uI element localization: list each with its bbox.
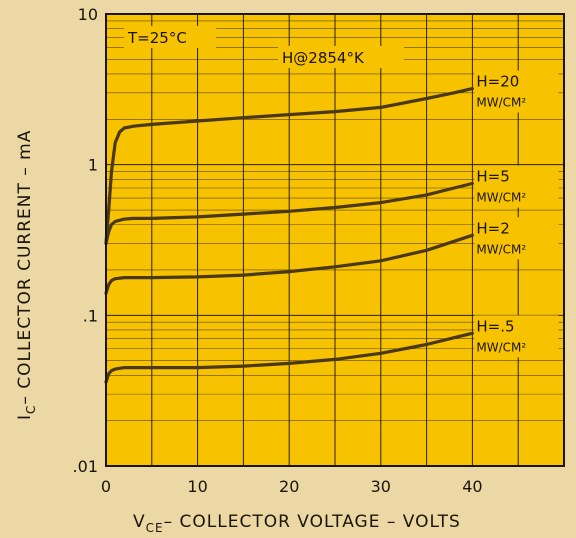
y-axis-title-rest: – COLLECTOR CURRENT – mA [15, 130, 35, 405]
label-backdrop [474, 70, 559, 113]
plot-frame [105, 13, 565, 467]
y-tick-label: 1 [88, 156, 98, 175]
x-axis-title: VCE– COLLECTOR VOLTAGE – VOLTS [133, 512, 461, 535]
series-label-0: H=20 [476, 73, 519, 91]
x-tick-label: 10 [187, 477, 207, 496]
y-axis-title-main: I [15, 414, 35, 420]
label-backdrop [278, 46, 404, 68]
series-label-3: H=.5 [476, 317, 514, 335]
series-unit-2: MW/CM² [476, 242, 526, 256]
annotations: T=25°C H@2854°K [124, 26, 404, 68]
series-line-0 [104, 86, 474, 245]
y-axis-title: IC– COLLECTOR CURRENT – mA [15, 130, 38, 420]
series-line-2 [104, 233, 474, 295]
series-unit-0: MW/CM² [476, 96, 526, 110]
source-annotation: H@2854°K [282, 49, 365, 67]
curves [104, 86, 474, 384]
series-unit-1: MW/CM² [476, 190, 526, 204]
y-tick-label: .01 [73, 457, 98, 476]
label-backdrop [124, 26, 216, 48]
x-tick-label: 20 [279, 477, 299, 496]
temperature-annotation: T=25°C [127, 29, 187, 47]
x-tick-label: 0 [101, 477, 111, 496]
x-axis-title-main: V [133, 512, 146, 532]
label-backdrop [474, 165, 559, 208]
x-tick-label: 30 [371, 477, 391, 496]
x-tick-label: 40 [462, 477, 482, 496]
y-tick-label: 10 [78, 5, 98, 24]
y-axis-title-sub: C [24, 405, 38, 414]
x-axis-title-sub: CE [146, 521, 164, 535]
series-labels: H=20 MW/CM² H=5 MW/CM² H=2 MW/CM² H=.5 MW/CM² [474, 70, 559, 358]
series-label-1: H=5 [476, 167, 509, 185]
y-tick-label: .1 [83, 306, 98, 325]
label-backdrop [474, 217, 559, 260]
series-line-1 [104, 181, 474, 245]
series-line-3 [104, 331, 474, 384]
series-label-2: H=2 [476, 219, 509, 237]
series-unit-3: MW/CM² [476, 340, 526, 354]
tick-labels: 0 10 20 30 40 .01 .1 1 10 [73, 5, 483, 496]
x-axis-title-rest: – COLLECTOR VOLTAGE – VOLTS [164, 512, 461, 532]
label-backdrop [474, 315, 559, 358]
